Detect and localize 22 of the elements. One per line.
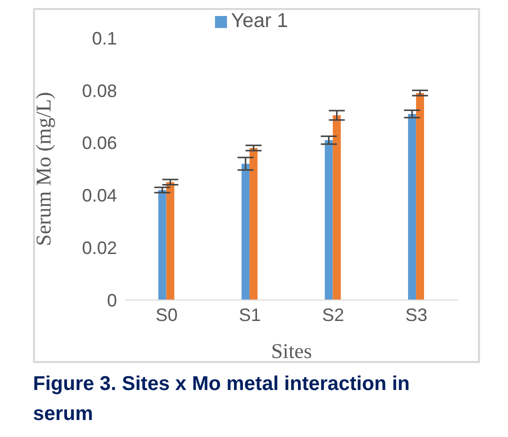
bar — [166, 182, 174, 300]
y-tick-label: 0.04 — [82, 186, 117, 206]
caption: Figure 3. Sites x Mo metal interaction in serum — [33, 372, 411, 427]
y-tick-label: 0.06 — [82, 133, 117, 154]
x-tick-label: S1 — [238, 304, 261, 325]
x-tick-label: S0 — [156, 304, 178, 325]
bar — [242, 164, 250, 300]
x-axis-title: Sites — [271, 339, 312, 363]
bar — [416, 93, 424, 300]
bar — [324, 140, 333, 300]
x-tick-label: S3 — [405, 304, 428, 325]
y-tick-label: 0 — [106, 290, 117, 310]
bar — [250, 148, 258, 300]
bar — [408, 114, 416, 300]
x-tick-label: S2 — [322, 304, 344, 325]
legend-label: Year 1 — [230, 10, 288, 32]
y-tick-label: 0.1 — [92, 28, 117, 48]
bar — [332, 115, 341, 300]
y-tick-label: 0.02 — [82, 238, 117, 258]
y-axis-title: Serum Mo (mg/L) — [31, 92, 56, 246]
bar — [158, 190, 166, 300]
y-tick-label: 0.08 — [82, 80, 117, 101]
